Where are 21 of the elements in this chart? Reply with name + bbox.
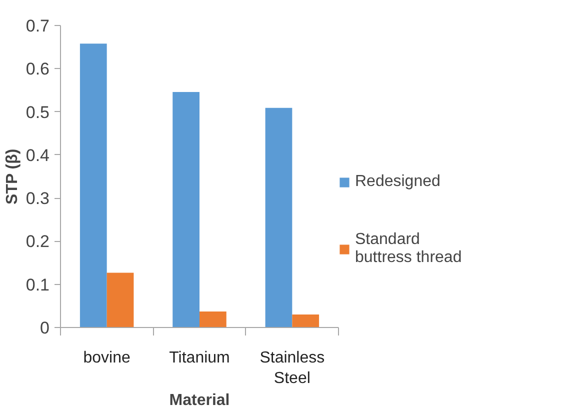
x-tick-label: Stainless Steel [260, 350, 325, 387]
bar [106, 272, 134, 328]
x-tick-label: Titanium [169, 350, 230, 366]
bar [292, 314, 320, 328]
bar [200, 312, 226, 328]
y-tick-label: 0 [40, 318, 50, 338]
y-tick-label: 0.1 [26, 275, 50, 294]
y-tick-label: 0.6 [26, 60, 50, 79]
bar [265, 108, 292, 328]
legend-label: Standard buttress thread [355, 231, 462, 267]
y-tick-label: 0.4 [26, 146, 50, 165]
y-tick-label: 0.2 [26, 232, 50, 252]
x-axis-title: Material [169, 392, 230, 409]
y-axis-title: STP (β) [4, 148, 21, 204]
legend-label: Redesigned [355, 173, 440, 191]
bar [172, 92, 200, 328]
x-tick-label: bovine [83, 350, 131, 366]
y-tick-label: 0.3 [26, 189, 50, 208]
y-tick-label: 0.7 [26, 16, 50, 36]
y-tick-label: 0.5 [26, 102, 50, 122]
bar [80, 44, 107, 328]
